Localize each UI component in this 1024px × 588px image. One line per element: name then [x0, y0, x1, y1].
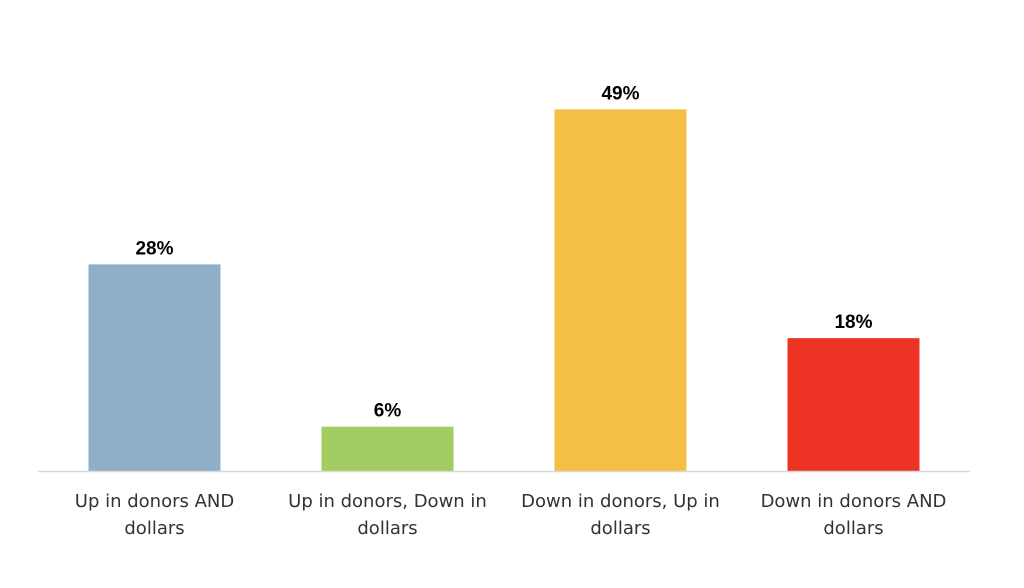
category-label-0-line-0: Up in donors AND	[75, 491, 234, 512]
bar-3	[787, 338, 920, 471]
bar-1	[321, 426, 454, 471]
data-label-1: 6%	[374, 401, 402, 422]
category-label-1-line-1: dollars	[357, 518, 417, 539]
data-labels: 28% 6% 49% 18%	[135, 83, 872, 421]
data-label-3: 18%	[834, 312, 872, 333]
category-label-2-line-0: Down in donors, Up in	[521, 491, 720, 512]
category-label-3-line-0: Down in donors AND	[761, 491, 947, 512]
data-label-0: 28%	[135, 238, 173, 259]
data-label-2: 49%	[601, 83, 639, 104]
category-label-3-line-1: dollars	[823, 518, 883, 539]
bars	[88, 109, 920, 471]
category-labels: Up in donors AND dollars Up in donors, Dow…	[75, 491, 947, 539]
bar-2	[554, 109, 687, 471]
category-label-1-line-0: Up in donors, Down in	[288, 491, 487, 512]
category-label-0-line-1: dollars	[124, 518, 184, 539]
bar-0	[88, 264, 221, 471]
category-label-2-line-1: dollars	[590, 518, 650, 539]
